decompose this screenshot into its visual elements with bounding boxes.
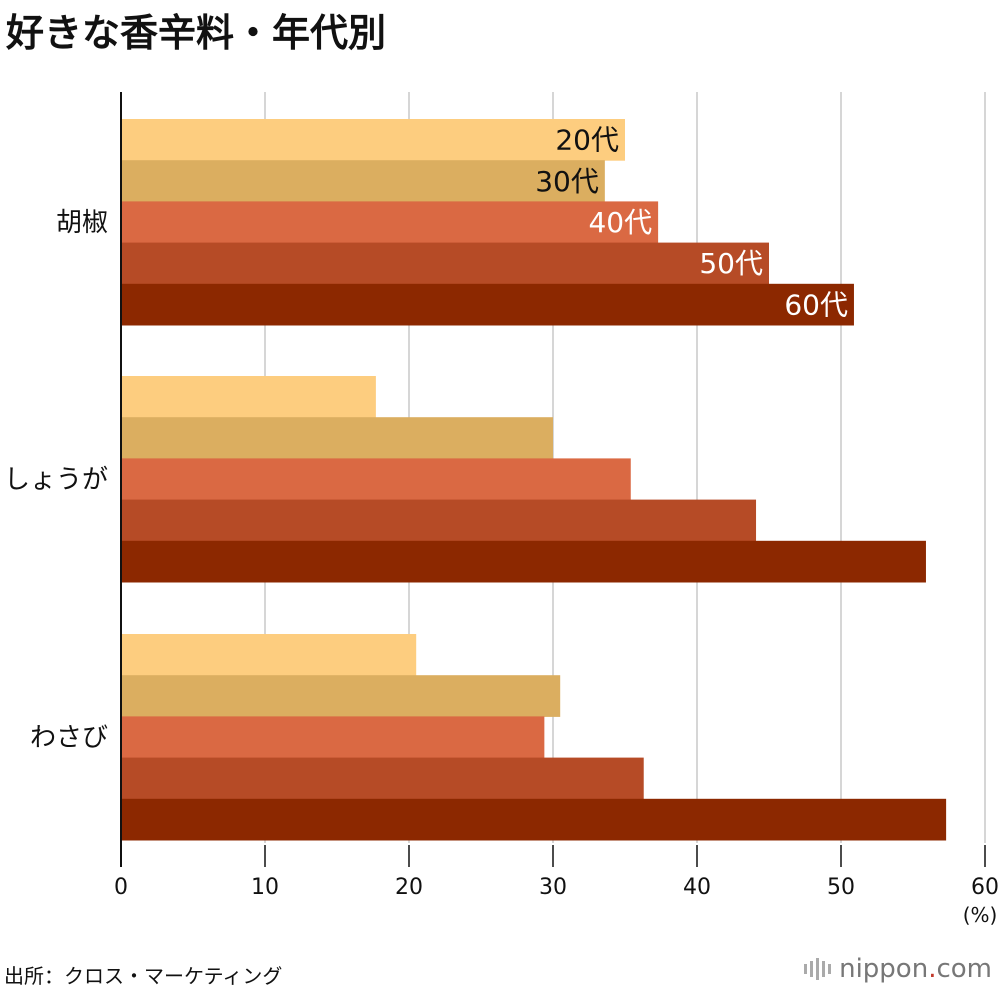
bar-2-1 bbox=[121, 376, 376, 418]
brand-dot: . bbox=[928, 954, 937, 984]
brand-tld: com bbox=[936, 954, 992, 984]
bar-2-2 bbox=[121, 417, 553, 459]
series-label: 20代 bbox=[555, 124, 619, 157]
series-label: 40代 bbox=[588, 206, 652, 239]
series-label: 60代 bbox=[784, 288, 848, 321]
x-tick-label: 40 bbox=[683, 875, 711, 900]
x-tick-label: 0 bbox=[114, 875, 128, 900]
bar-1-4 bbox=[121, 242, 769, 285]
bar-3-1 bbox=[121, 634, 417, 676]
chart-title: 好きな香辛料・年代別 bbox=[6, 11, 387, 55]
series-label: 50代 bbox=[699, 247, 763, 280]
bar-3-2 bbox=[121, 675, 561, 717]
x-tick-label: 20 bbox=[395, 875, 423, 900]
bar-2-4 bbox=[121, 499, 757, 542]
bar-1-2 bbox=[121, 160, 605, 202]
series-label: 30代 bbox=[535, 165, 599, 198]
bar-3-3 bbox=[121, 716, 545, 759]
bar-1-1 bbox=[121, 119, 625, 161]
x-tick-label: 10 bbox=[251, 875, 279, 900]
category-label: しょうが bbox=[4, 465, 108, 495]
category-label: 胡椒 bbox=[56, 208, 108, 238]
brand-name: nippon bbox=[839, 954, 929, 984]
category-label: わさび bbox=[30, 723, 108, 753]
bar-3-5 bbox=[121, 798, 947, 841]
source-note: 出所：クロス・マーケティング bbox=[4, 964, 283, 988]
bar-2-5 bbox=[121, 540, 926, 583]
bar-3-4 bbox=[121, 757, 644, 800]
bar-1-5 bbox=[121, 283, 854, 326]
x-tick-label: 50 bbox=[827, 875, 855, 900]
brand-logo: nippon. com bbox=[804, 954, 992, 984]
x-tick-label: 60 bbox=[971, 875, 999, 900]
x-tick-label: 30 bbox=[539, 875, 567, 900]
bar-2-3 bbox=[121, 458, 631, 501]
x-unit-label: (%) bbox=[963, 903, 998, 927]
bar-1-3 bbox=[121, 201, 659, 244]
logo-bars-icon bbox=[804, 958, 832, 980]
